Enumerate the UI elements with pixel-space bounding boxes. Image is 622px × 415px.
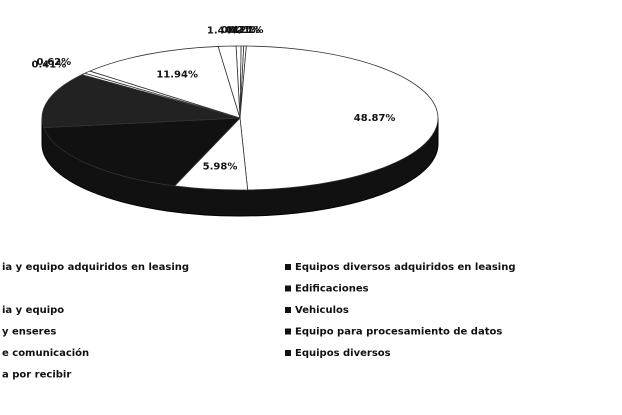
legend-label: Equipos diversos [295,348,391,359]
legend-label: ia y equipo adquiridos en leasing [2,262,189,273]
legend-swatch [285,264,291,270]
legend-swatch [285,350,291,356]
slice-label: 0.21% [229,25,264,36]
legend-label: y enseres [2,327,56,338]
slice-label: 0.21% [226,25,261,36]
legend-label: Edificaciones [295,284,369,295]
legend-label: Equipos diversos adquiridos en leasing [295,262,516,273]
pie-slice [43,117,241,187]
slice-label: 0.41% [32,59,67,70]
legend-swatch [285,328,291,335]
slice-label: 0.41% [221,25,256,36]
legend-swatch [285,307,291,313]
pie-slice [88,46,241,119]
legend-label: Vehiculos [295,305,349,316]
pie-slice [239,45,439,191]
slice-label: 0.62% [36,57,71,68]
pie-slice [217,45,241,119]
slice-label: 5.98% [203,161,238,172]
slice-label: 11.94% [156,70,198,81]
legend-label: a por recibir [2,370,71,381]
pie-slice [41,74,241,129]
legend-label: e comunicación [2,347,89,359]
legend-label: Equipo para procesamiento de datos [295,327,502,338]
legend-label: ia y equipo [2,305,64,316]
slice-label: 1.44% [207,25,242,36]
slice-label: 48.87% [354,113,396,124]
legend-swatch [285,285,291,292]
